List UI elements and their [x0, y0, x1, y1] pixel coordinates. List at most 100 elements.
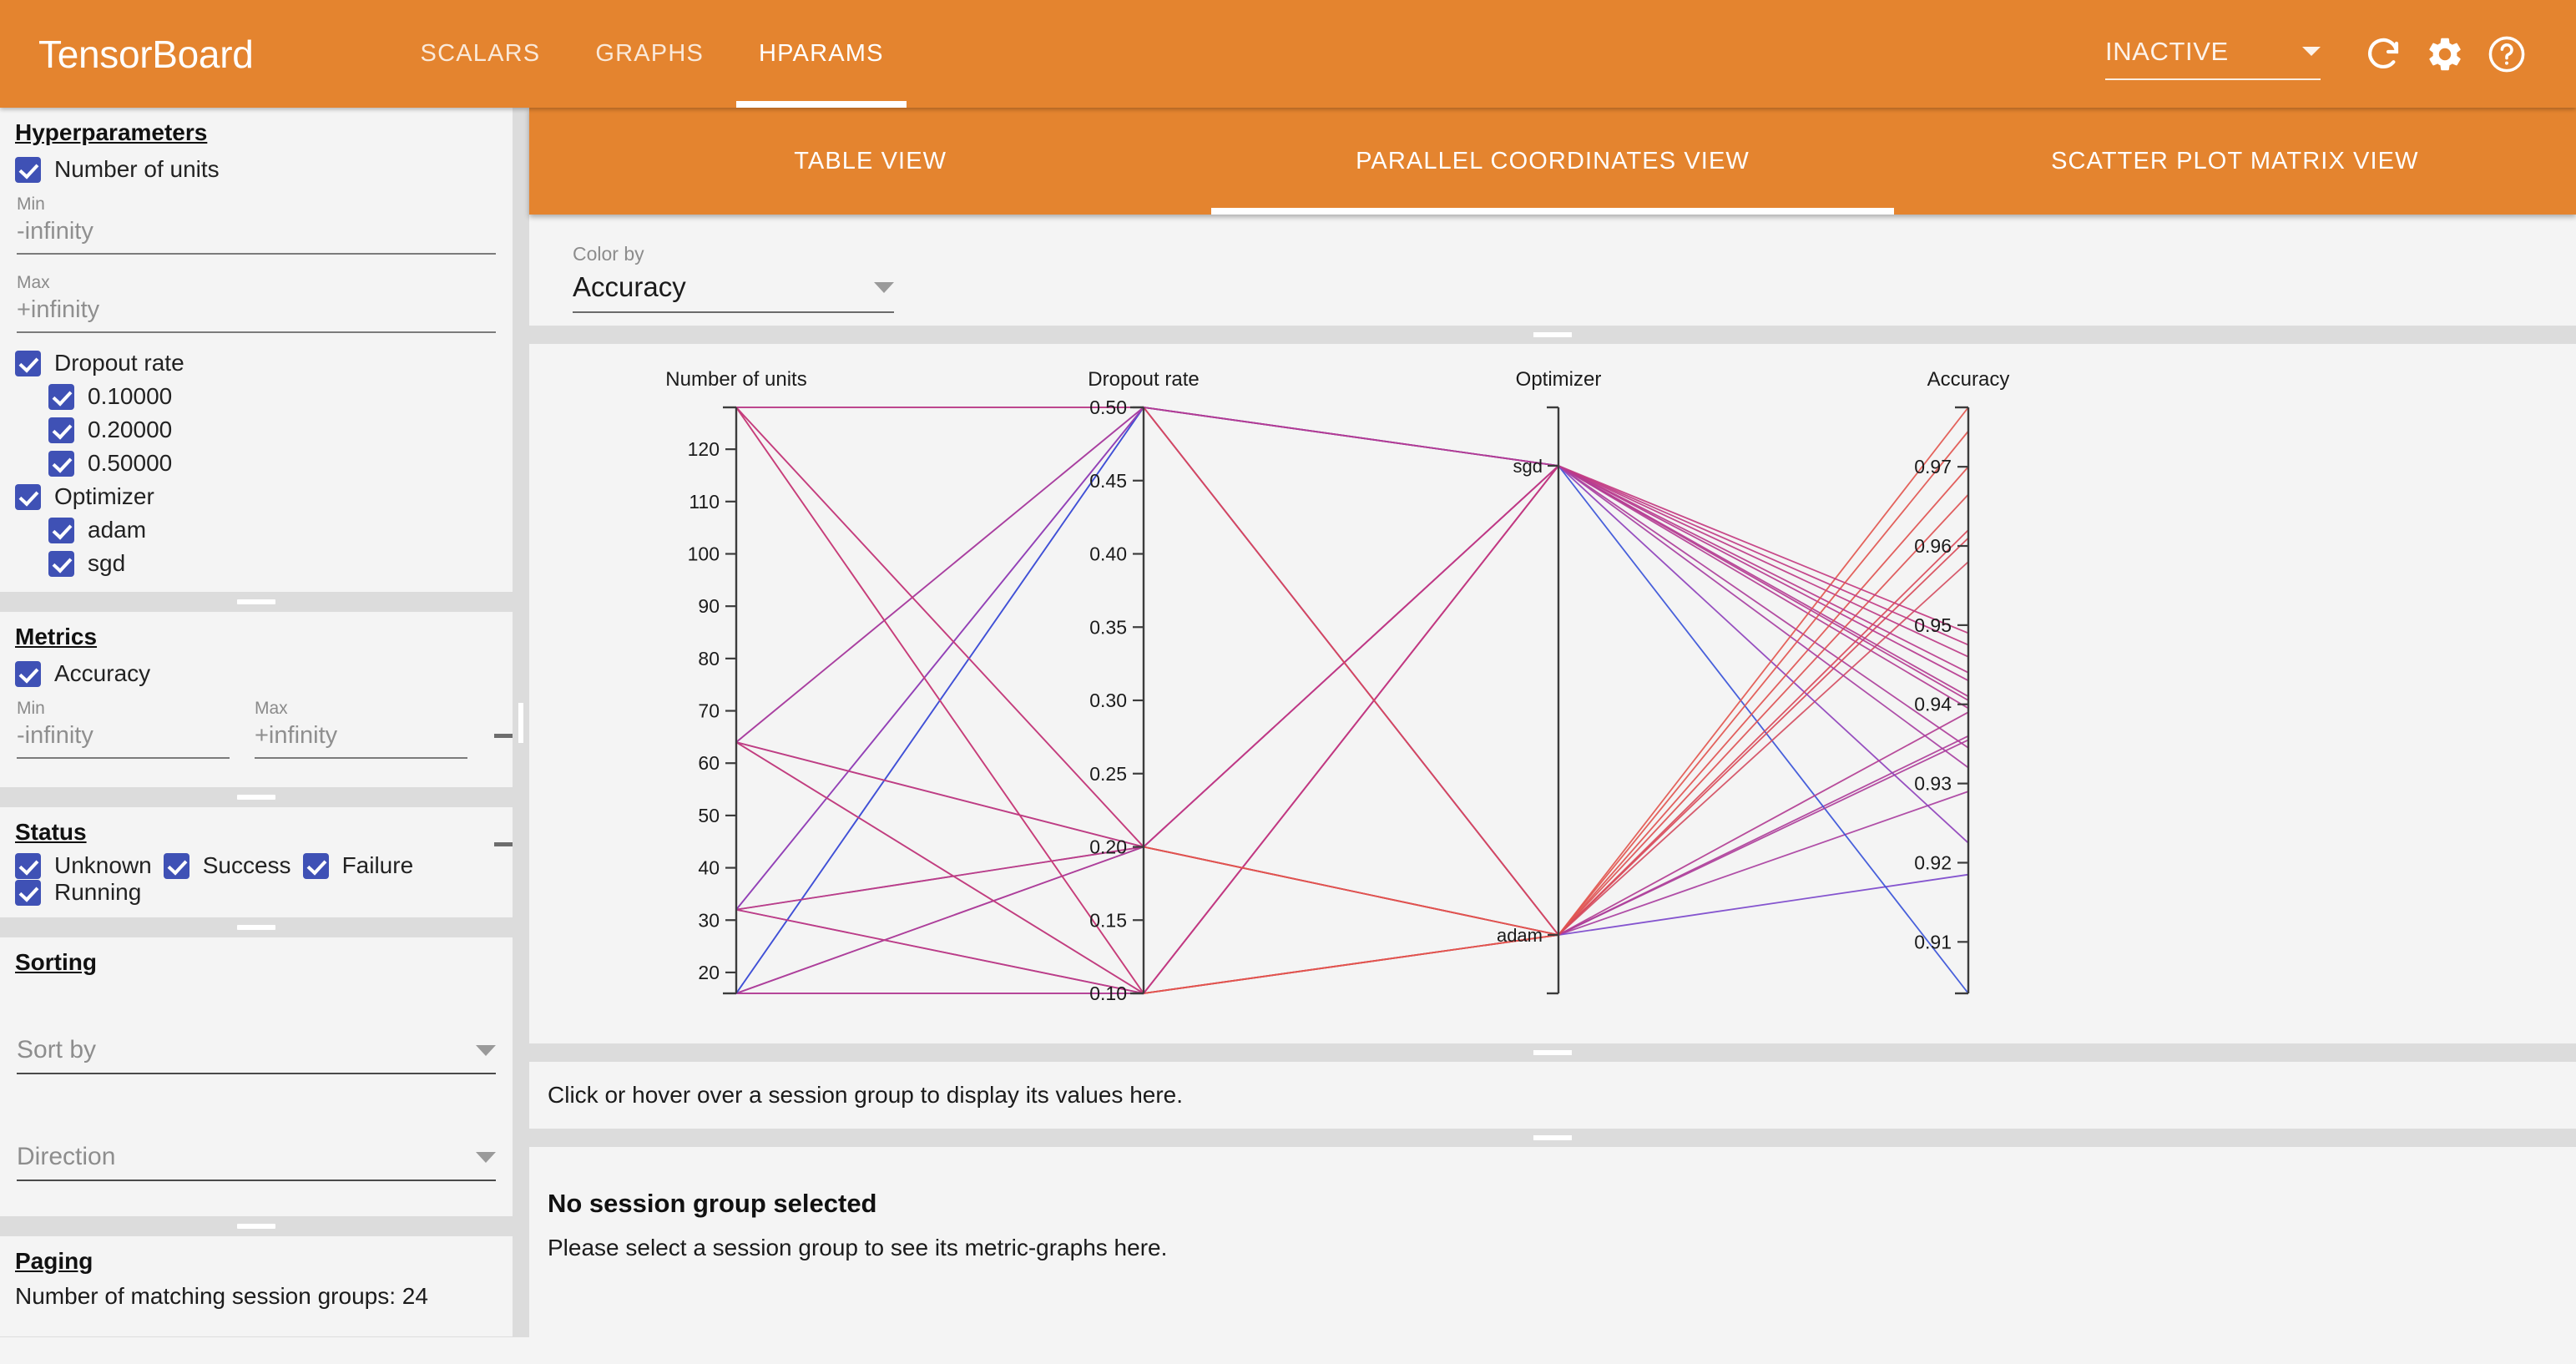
axis-tick-label: 0.20	[1089, 836, 1127, 858]
axis-title: Dropout rate	[1088, 368, 1199, 391]
checkbox-icon	[48, 517, 74, 543]
accuracy-max-field[interactable]: Max +infinity	[255, 699, 467, 759]
checkbox-accuracy[interactable]: Accuracy	[0, 657, 513, 690]
checkbox-optimizer[interactable]: Optimizer	[0, 480, 513, 513]
nav-tab-hparams[interactable]: HPARAMS	[731, 0, 912, 108]
session-line[interactable]	[735, 407, 1969, 848]
parallel-coordinates-svg[interactable]: Number of units 20 30 40 50 60 70 80 90 100 110 120…	[529, 344, 2576, 1043]
session-line[interactable]	[735, 407, 1969, 995]
axis-tick-label: 50	[698, 805, 720, 826]
sidebar-splitter-handle[interactable]	[513, 108, 529, 1337]
checkbox-icon	[15, 660, 41, 687]
tab-table-view[interactable]: TABLE VIEW	[529, 108, 1211, 215]
units-max-field[interactable]: Max +infinity	[0, 255, 513, 333]
main-nav-tabs: SCALARS GRAPHS HPARAMS	[393, 0, 912, 108]
paging-section: Paging Number of matching session groups…	[0, 1236, 513, 1336]
session-line[interactable]	[735, 735, 1969, 994]
tab-scatter-plot-matrix-view[interactable]: SCATTER PLOT MATRIX VIEW	[1894, 108, 2576, 215]
sidebar-scroll-tick-1	[494, 734, 513, 738]
session-line[interactable]	[735, 407, 1969, 994]
nav-tab-scalars[interactable]: SCALARS	[393, 0, 568, 108]
header-actions: INACTIVE	[2105, 23, 2538, 85]
sort-by-select[interactable]: Sort by	[0, 1036, 513, 1074]
sorting-title: Sorting	[15, 949, 97, 975]
tab-parallel-coordinates-view-label: PARALLEL COORDINATES VIEW	[1356, 147, 1750, 174]
sidebar-divider-4[interactable]	[0, 1216, 513, 1236]
checkbox-number-of-units[interactable]: Number of units	[0, 153, 513, 186]
panel-divider-session[interactable]	[529, 1129, 2576, 1147]
checkbox-status-unknown-label: Unknown	[54, 852, 152, 878]
checkbox-optimizer-adam[interactable]: adam	[0, 513, 513, 547]
chart-axis[interactable]: Dropout rate 0.10 0.15 0.20 0.25 0.30 0.35 0.40…	[1088, 368, 1199, 1004]
chevron-down-icon	[476, 1151, 496, 1163]
axis-tick-label: 0.95	[1914, 614, 1952, 636]
accuracy-min-field[interactable]: Min -infinity	[17, 699, 230, 759]
nav-tab-hparams-label: HPARAMS	[759, 40, 884, 67]
session-line[interactable]	[735, 493, 1969, 936]
session-line[interactable]	[735, 406, 1969, 994]
axis-tick-label: 0.35	[1089, 616, 1127, 638]
checkbox-dropout-0.20000[interactable]: 0.20000	[0, 413, 513, 447]
axis-tick-label: 110	[689, 491, 720, 513]
nav-tab-scalars-label: SCALARS	[420, 40, 541, 67]
refresh-icon[interactable]	[2352, 23, 2414, 85]
checkbox-optimizer-sgd[interactable]: sgd	[0, 547, 513, 580]
checkbox-icon	[48, 383, 74, 410]
axis-tick-label: 0.93	[1914, 773, 1952, 795]
chart-axis[interactable]: Number of units 20 30 40 50 60 70 80 90 100 110 120	[665, 368, 807, 995]
gear-icon[interactable]	[2414, 23, 2476, 85]
checkbox-icon	[15, 483, 41, 510]
tab-parallel-coordinates-view[interactable]: PARALLEL COORDINATES VIEW	[1211, 108, 1894, 215]
view-tabs: TABLE VIEW PARALLEL COORDINATES VIEW SCA…	[529, 108, 2576, 215]
chevron-down-icon	[874, 281, 894, 293]
runs-selector[interactable]: INACTIVE	[2105, 37, 2321, 80]
checkbox-dropout-0.10000[interactable]: 0.10000	[0, 380, 513, 413]
color-by-value: Accuracy	[573, 271, 686, 302]
session-line[interactable]	[735, 464, 1969, 911]
session-panel-subtitle: Please select a session group to see its…	[548, 1235, 1168, 1260]
color-by-select[interactable]: Color by Accuracy	[573, 243, 894, 313]
checkbox-number-of-units-label: Number of units	[54, 156, 220, 182]
hyperparameters-section: Hyperparameters Number of units Min -inf…	[0, 108, 513, 592]
axis-tick-label: 90	[698, 595, 720, 617]
checkbox-icon	[15, 879, 41, 906]
nav-tab-graphs[interactable]: GRAPHS	[568, 0, 731, 108]
axis-title: Accuracy	[1927, 368, 2010, 391]
checkbox-dropout-rate[interactable]: Dropout rate	[0, 346, 513, 380]
sidebar-divider-1[interactable]	[0, 592, 513, 612]
checkbox-icon	[48, 417, 74, 443]
session-line[interactable]	[735, 407, 1969, 994]
axis-tick-label: 0.50	[1089, 397, 1127, 418]
units-min-field[interactable]: Min -infinity	[0, 186, 513, 255]
axis-tick-label: 0.30	[1089, 690, 1127, 711]
session-line[interactable]	[736, 407, 1969, 701]
sidebar-divider-2[interactable]	[0, 787, 513, 807]
checkbox-icon[interactable]	[163, 852, 189, 879]
chart-axis[interactable]: Accuracy 0.91 0.92 0.93 0.94 0.95 0.96 0.97	[1914, 368, 2010, 995]
help-icon[interactable]	[2476, 23, 2538, 85]
tab-table-view-label: TABLE VIEW	[794, 147, 947, 174]
axis-tick-label: 0.92	[1914, 851, 1952, 873]
session-line[interactable]	[735, 464, 1969, 848]
nav-tab-graphs-label: GRAPHS	[595, 40, 704, 67]
session-group-panel: No session group selected Please select …	[529, 1147, 2576, 1364]
checkbox-icon	[15, 156, 41, 183]
units-max-value: +infinity	[17, 296, 496, 333]
checkbox-icon[interactable]	[15, 852, 41, 879]
hyperparameters-title: Hyperparameters	[15, 119, 208, 145]
checkbox-dropout-0.50000[interactable]: 0.50000	[0, 447, 513, 480]
checkbox-dropout-0.50000-label: 0.50000	[88, 450, 173, 476]
axis-title: Optimizer	[1516, 368, 1602, 391]
panel-divider-hover[interactable]	[529, 1043, 2576, 1062]
chart-axis[interactable]: Optimizer adam sgd	[1497, 368, 1602, 995]
session-line[interactable]	[736, 791, 1969, 994]
sidebar-divider-3[interactable]	[0, 917, 513, 937]
session-line[interactable]	[735, 561, 1969, 936]
axis-tick-label: 0.40	[1089, 543, 1127, 565]
checkbox-icon[interactable]	[302, 852, 329, 879]
direction-select[interactable]: Direction	[0, 1143, 513, 1181]
panel-divider-chart-top[interactable]	[529, 326, 2576, 344]
checkbox-status-running[interactable]: Running	[0, 879, 513, 909]
parallel-coordinates-chart[interactable]: Number of units 20 30 40 50 60 70 80 90 100 110 120…	[529, 344, 2576, 1043]
units-max-label: Max	[17, 273, 50, 292]
